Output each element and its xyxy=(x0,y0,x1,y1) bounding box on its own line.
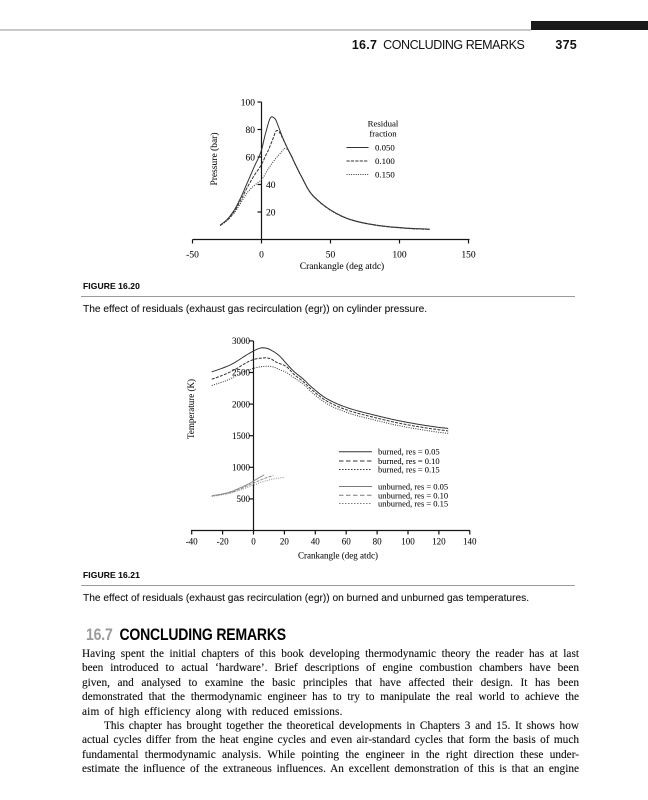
svg-text:-50: -50 xyxy=(186,251,199,261)
svg-text:20: 20 xyxy=(266,208,276,218)
svg-text:2000: 2000 xyxy=(232,399,251,409)
svg-text:-40: -40 xyxy=(186,537,198,547)
svg-text:Pressure (bar): Pressure (bar) xyxy=(209,132,220,185)
svg-text:Crankangle (deg atdc): Crankangle (deg atdc) xyxy=(298,551,378,561)
svg-text:40: 40 xyxy=(266,181,276,191)
svg-text:60: 60 xyxy=(246,153,256,163)
svg-text:unburned, res = 0.10: unburned, res = 0.10 xyxy=(378,490,448,500)
svg-text:Temperature (K): Temperature (K) xyxy=(186,379,196,439)
svg-text:120: 120 xyxy=(432,537,446,547)
svg-text:3000: 3000 xyxy=(232,336,251,346)
svg-text:fraction: fraction xyxy=(369,128,397,138)
svg-text:40: 40 xyxy=(311,537,321,547)
svg-text:60: 60 xyxy=(342,537,352,547)
svg-text:50: 50 xyxy=(326,251,336,261)
svg-text:80: 80 xyxy=(373,537,383,547)
svg-text:unburned, res = 0.05: unburned, res = 0.05 xyxy=(378,482,448,492)
svg-text:0: 0 xyxy=(251,537,256,547)
svg-text:150: 150 xyxy=(461,251,476,261)
svg-text:unburned, res = 0.15: unburned, res = 0.15 xyxy=(378,499,448,509)
svg-text:80: 80 xyxy=(246,126,256,136)
svg-text:500: 500 xyxy=(237,494,251,504)
svg-text:100: 100 xyxy=(241,98,256,108)
svg-text:0.100: 0.100 xyxy=(375,156,395,166)
svg-text:1000: 1000 xyxy=(232,463,251,473)
svg-text:burned, res = 0.15: burned, res = 0.15 xyxy=(378,465,440,475)
svg-text:burned, res = 0.05: burned, res = 0.05 xyxy=(378,447,440,457)
svg-text:140: 140 xyxy=(463,537,477,547)
svg-text:burned, res = 0.10: burned, res = 0.10 xyxy=(378,456,440,466)
svg-text:20: 20 xyxy=(280,537,290,547)
svg-text:1500: 1500 xyxy=(232,431,251,441)
svg-text:Residual: Residual xyxy=(368,118,399,128)
svg-text:Crankangle (deg atdc): Crankangle (deg atdc) xyxy=(300,261,384,272)
svg-text:100: 100 xyxy=(392,251,407,261)
svg-text:0.150: 0.150 xyxy=(375,170,395,180)
svg-text:-20: -20 xyxy=(217,537,229,547)
svg-text:2500: 2500 xyxy=(232,368,251,378)
svg-text:100: 100 xyxy=(401,537,415,547)
svg-text:0: 0 xyxy=(259,251,264,261)
svg-text:0.050: 0.050 xyxy=(375,143,395,153)
